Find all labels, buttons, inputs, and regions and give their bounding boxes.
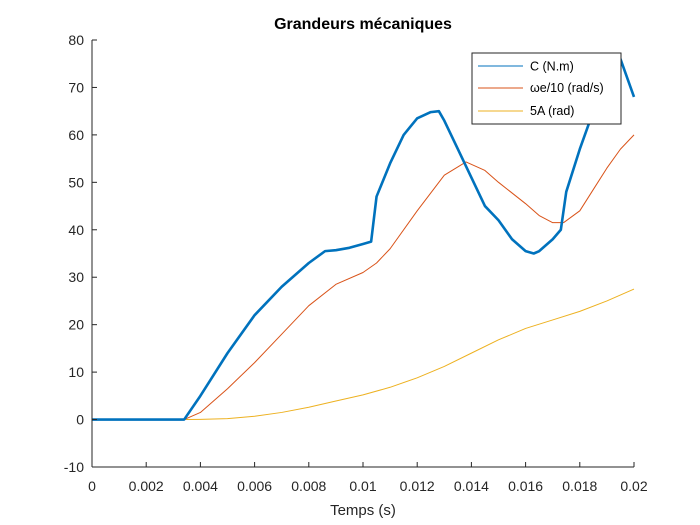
y-tick-label: 50	[68, 174, 84, 190]
legend-label-5a: 5A (rad)	[530, 104, 574, 118]
series-c-line	[92, 57, 636, 421]
x-tick-label: 0.006	[237, 478, 272, 494]
x-tick-label: 0	[88, 478, 96, 494]
y-tick-label: 70	[68, 79, 84, 95]
y-tick-label: 60	[68, 127, 84, 143]
x-tick-label: 0.018	[562, 478, 597, 494]
x-tick-label: 0.016	[508, 478, 543, 494]
series-omega-line	[92, 134, 635, 421]
x-tick-label: 0.004	[183, 478, 218, 494]
legend-label-omega: ωe/10 (rad/s)	[530, 81, 604, 95]
y-tick-label: -10	[64, 459, 84, 475]
x-tick-label: 0.008	[291, 478, 326, 494]
legend-label-c: C (N.m)	[530, 60, 574, 74]
y-tick-label: 10	[68, 364, 84, 380]
y-tick-label: 80	[68, 32, 84, 48]
y-tick-label: 30	[68, 269, 84, 285]
x-tick-label: 0.02	[620, 478, 647, 494]
x-tick-label: 0.012	[400, 478, 435, 494]
x-tick-label: 0.002	[129, 478, 164, 494]
x-tick-label: 0.01	[349, 478, 376, 494]
legend: C (N.m) ωe/10 (rad/s) 5A (rad)	[471, 52, 622, 125]
x-axis-label: Temps (s)	[330, 502, 396, 519]
y-tick-label: 0	[76, 412, 84, 428]
x-tick-label: 0.014	[454, 478, 489, 494]
series-5a-line	[92, 288, 635, 421]
y-tick-label: 40	[68, 222, 84, 238]
chart-title: Grandeurs mécaniques	[274, 16, 452, 33]
ticks-layer: 0 0.002 0.004 0.006 0.008 0.01 0.012 0.014 0.016…	[64, 32, 648, 494]
series-layer	[92, 57, 636, 421]
y-tick-label: 20	[68, 317, 84, 333]
